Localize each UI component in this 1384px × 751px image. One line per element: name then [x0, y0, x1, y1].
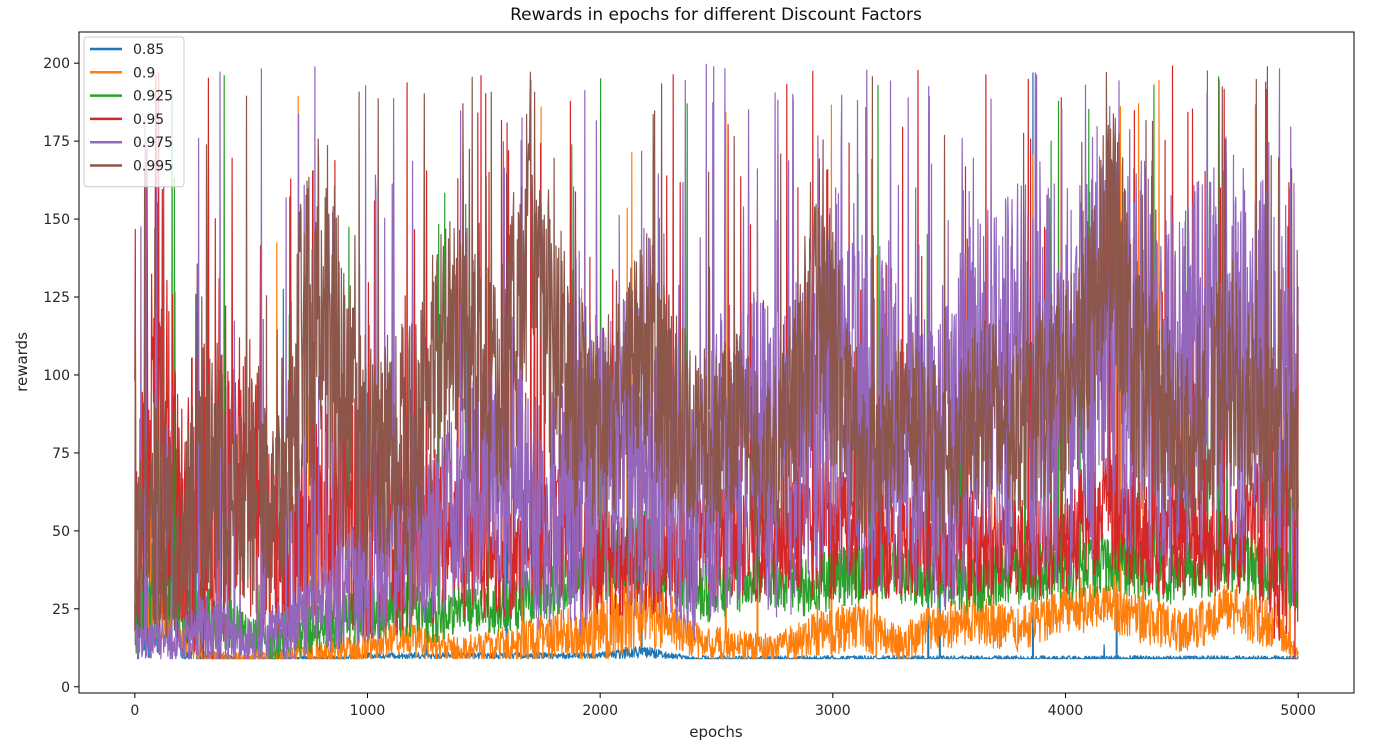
- y-axis-label: rewards: [13, 332, 31, 392]
- y-tick-label: 150: [43, 212, 70, 228]
- y-tick-label: 200: [43, 56, 70, 72]
- x-tick-label: 2000: [582, 703, 618, 719]
- chart-title: Rewards in epochs for different Discount…: [510, 5, 922, 25]
- y-tick-label: 175: [43, 134, 70, 150]
- x-tick-label: 1000: [350, 703, 386, 719]
- legend-label: 0.95: [133, 112, 164, 128]
- x-tick-label: 3000: [815, 703, 851, 719]
- series-line-0_995: [134, 66, 1299, 638]
- legend-box: [83, 36, 185, 188]
- x-axis-label: epochs: [689, 723, 743, 741]
- series-line-0_9: [134, 79, 1299, 660]
- y-tick-label: 75: [52, 446, 70, 462]
- legend-label: 0.85: [133, 42, 164, 58]
- legend-label: 0.995: [133, 159, 173, 175]
- series-line-0_975: [134, 63, 1299, 660]
- plot-frame: [78, 31, 1355, 694]
- x-tick-label: 0: [130, 703, 139, 719]
- y-tick-label: 50: [52, 524, 70, 540]
- x-tick-label: 4000: [1048, 703, 1084, 719]
- x-axis: 0 1000 2000 3000 4000 5000: [130, 693, 1316, 719]
- y-axis: 0 25 50 75 100 125 150 175 200: [43, 56, 79, 696]
- y-tick-label: 25: [52, 602, 70, 618]
- legend-label: 0.9: [133, 65, 155, 81]
- series-layer: [134, 63, 1299, 660]
- legend-label: 0.925: [133, 89, 173, 105]
- y-tick-label: 0: [61, 680, 70, 696]
- y-tick-label: 125: [43, 290, 70, 306]
- legend-label: 0.975: [133, 135, 173, 151]
- legend: 0.85 0.9 0.925 0.95 0.975 0.995: [83, 36, 185, 188]
- x-tick-label: 5000: [1280, 703, 1316, 719]
- y-tick-label: 100: [43, 368, 70, 384]
